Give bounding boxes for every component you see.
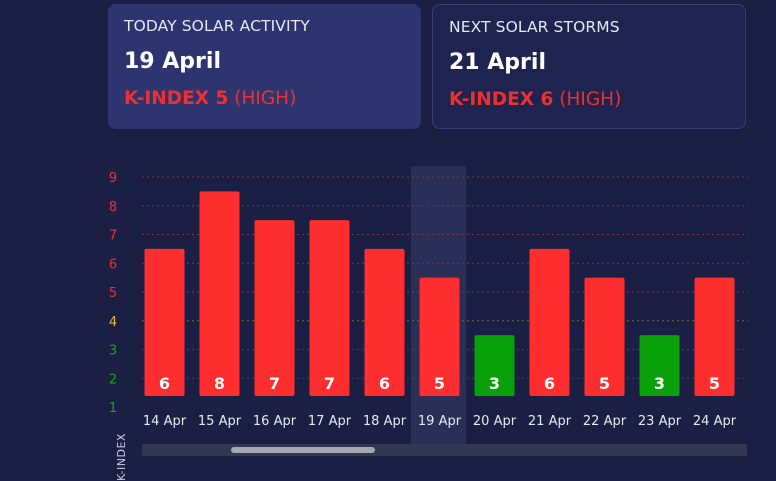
y-tick-label: 8 <box>109 200 117 215</box>
y-tick-label: 6 <box>109 257 117 272</box>
kindex-label: K-INDEX 5 <box>124 88 229 109</box>
card-date: 19 April <box>124 49 221 74</box>
x-tick-label: 23 Apr <box>638 414 682 429</box>
x-tick-label: 16 Apr <box>253 414 297 429</box>
scrollbar-thumb[interactable] <box>231 447 375 453</box>
bar <box>584 277 625 396</box>
x-tick-label: 20 Apr <box>473 414 517 429</box>
bar <box>254 220 295 396</box>
card-date: 21 April <box>449 50 546 75</box>
x-tick-label: 21 Apr <box>528 414 572 429</box>
kindex-level: (HIGH) <box>559 89 622 110</box>
chart-scrollbar[interactable] <box>142 444 747 456</box>
bar <box>639 335 680 396</box>
x-tick-label: 22 Apr <box>583 414 627 429</box>
y-axis-label: K-INDEX <box>115 433 128 481</box>
y-tick-label: 2 <box>109 372 117 387</box>
x-tick-label: 19 Apr <box>418 414 462 429</box>
bar-value-label: 5 <box>709 374 720 393</box>
bar <box>309 220 350 396</box>
card-kindex: K-INDEX 5 (HIGH) <box>124 88 405 109</box>
bar-value-label: 5 <box>434 374 445 393</box>
bar <box>694 277 735 396</box>
next-solar-storms-card[interactable]: NEXT SOLAR STORMS 21 April K-INDEX 6 (HI… <box>432 4 746 129</box>
bar-value-label: 8 <box>214 374 225 393</box>
bar-value-label: 5 <box>599 374 610 393</box>
bar <box>474 335 515 396</box>
x-tick-label: 17 Apr <box>308 414 352 429</box>
card-title: NEXT SOLAR STORMS <box>449 18 620 36</box>
kindex-level: (HIGH) <box>234 88 297 109</box>
x-tick-label: 14 Apr <box>143 414 187 429</box>
bar-value-label: 7 <box>324 374 335 393</box>
today-solar-activity-card: TODAY SOLAR ACTIVITY 19 April K-INDEX 5 … <box>108 4 421 129</box>
kindex-label: K-INDEX 6 <box>449 89 554 110</box>
y-tick-label: 1 <box>109 401 117 416</box>
card-title: TODAY SOLAR ACTIVITY <box>124 17 310 35</box>
y-tick-label: 5 <box>109 286 117 301</box>
x-tick-label: 24 Apr <box>693 414 737 429</box>
y-tick-label: 7 <box>109 229 117 244</box>
bar-value-label: 7 <box>269 374 280 393</box>
y-tick-label: 3 <box>109 344 117 359</box>
bar <box>529 248 570 396</box>
bar <box>419 277 460 396</box>
bar-value-label: 6 <box>544 374 555 393</box>
bar-value-label: 3 <box>654 374 665 393</box>
card-kindex: K-INDEX 6 (HIGH) <box>449 89 729 110</box>
bar <box>364 248 405 396</box>
bar <box>144 248 185 396</box>
y-tick-label: 4 <box>109 315 117 330</box>
bar-value-label: 3 <box>489 374 500 393</box>
y-tick-label: 9 <box>109 171 117 186</box>
bar <box>199 191 240 396</box>
x-tick-label: 18 Apr <box>363 414 407 429</box>
bar-value-label: 6 <box>159 374 170 393</box>
bar-value-label: 6 <box>379 374 390 393</box>
x-tick-label: 15 Apr <box>198 414 242 429</box>
